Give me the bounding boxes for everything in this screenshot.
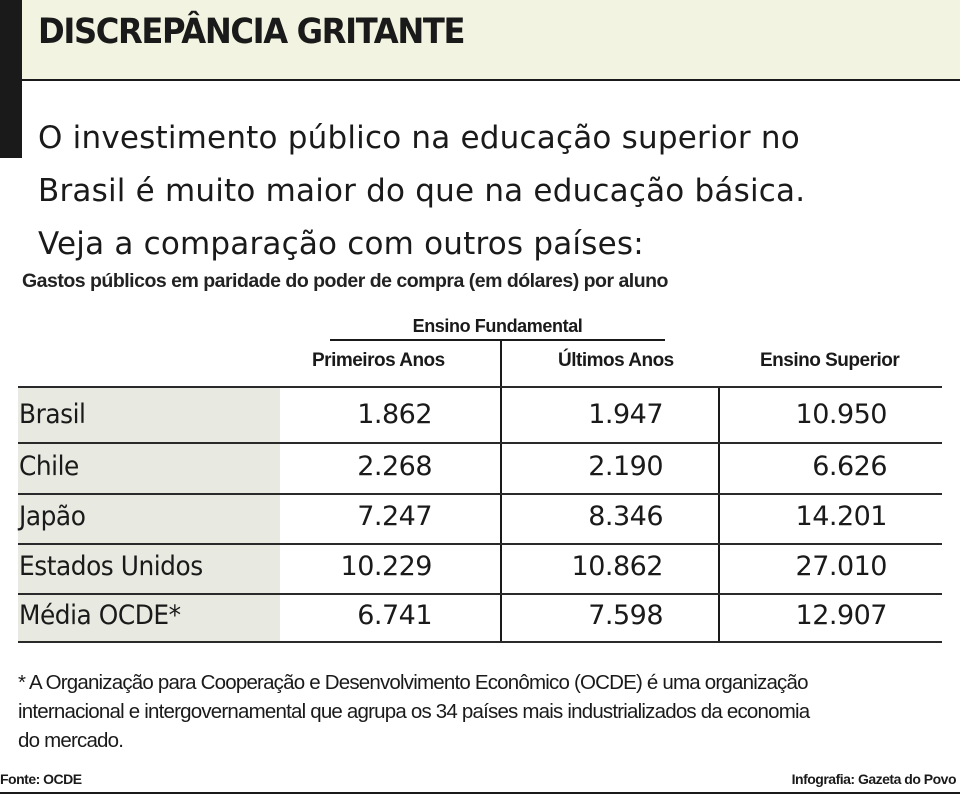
footnote: * A Organização para Cooperação e Desenv… [18, 668, 953, 755]
country-label: Média OCDE* [19, 600, 181, 631]
table-row-divider [18, 386, 942, 388]
table-row-divider [18, 493, 942, 495]
country-label: Brasil [19, 399, 86, 430]
intro-line: O investimento público na educação super… [38, 120, 800, 156]
value-superior: 14.201 [795, 501, 888, 532]
column-header-primeiros: Primeiros Anos [312, 350, 445, 371]
country-label: Japão [19, 501, 86, 532]
value-superior: 6.626 [812, 451, 887, 482]
column-header-superior: Ensino Superior [760, 350, 900, 371]
footnote-line: do mercado. [18, 729, 124, 752]
intro-text: O investimento público na educação super… [38, 112, 938, 271]
value-primeiros: 7.247 [357, 501, 432, 532]
value-superior: 12.907 [795, 600, 888, 631]
value-ultimos: 1.947 [588, 399, 663, 430]
country-label: Chile [19, 451, 79, 482]
value-superior: 10.950 [795, 399, 888, 430]
value-primeiros: 1.862 [357, 399, 432, 430]
value-ultimos: 10.862 [571, 551, 664, 582]
table-subtitle: Gastos públicos em paridade do poder de … [22, 270, 668, 292]
country-label: Estados Unidos [19, 551, 203, 582]
footnote-line: internacional e intergovernamental que a… [18, 700, 810, 723]
intro-line: Brasil é muito maior do que na educação … [38, 173, 806, 209]
value-superior: 27.010 [795, 551, 888, 582]
value-primeiros: 6.741 [357, 600, 432, 631]
column-header-ultimos: Últimos Anos [558, 350, 674, 371]
source-credit: Fonte: OCDE [0, 771, 82, 787]
column-divider [500, 386, 502, 641]
intro-line: Veja a comparação com outros países: [38, 226, 644, 262]
column-divider [718, 386, 720, 641]
row-label-background [18, 388, 280, 641]
bottom-rule [0, 792, 960, 794]
table-row-divider [18, 593, 942, 595]
value-ultimos: 8.346 [588, 501, 663, 532]
value-primeiros: 10.229 [340, 551, 433, 582]
value-primeiros: 2.268 [357, 451, 432, 482]
column-divider [500, 341, 502, 386]
table-row-divider [18, 641, 942, 643]
accent-bar [0, 0, 22, 158]
footnote-line: * A Organização para Cooperação e Desenv… [18, 671, 809, 694]
page-title: DISCREPÂNCIA GRITANTE [38, 12, 465, 52]
table-row-divider [18, 543, 942, 545]
infographic-credit: Infografia: Gazeta do Povo [791, 771, 957, 787]
title-banner [22, 0, 960, 81]
value-ultimos: 2.190 [588, 451, 663, 482]
table-row-divider [18, 442, 942, 444]
group-header-rule [330, 339, 665, 341]
group-header: Ensino Fundamental [412, 316, 583, 336]
value-ultimos: 7.598 [588, 600, 663, 631]
